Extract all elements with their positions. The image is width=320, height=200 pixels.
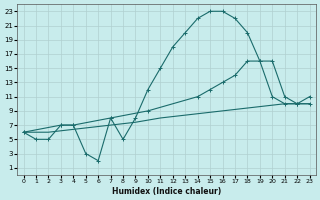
X-axis label: Humidex (Indice chaleur): Humidex (Indice chaleur) bbox=[112, 187, 221, 196]
